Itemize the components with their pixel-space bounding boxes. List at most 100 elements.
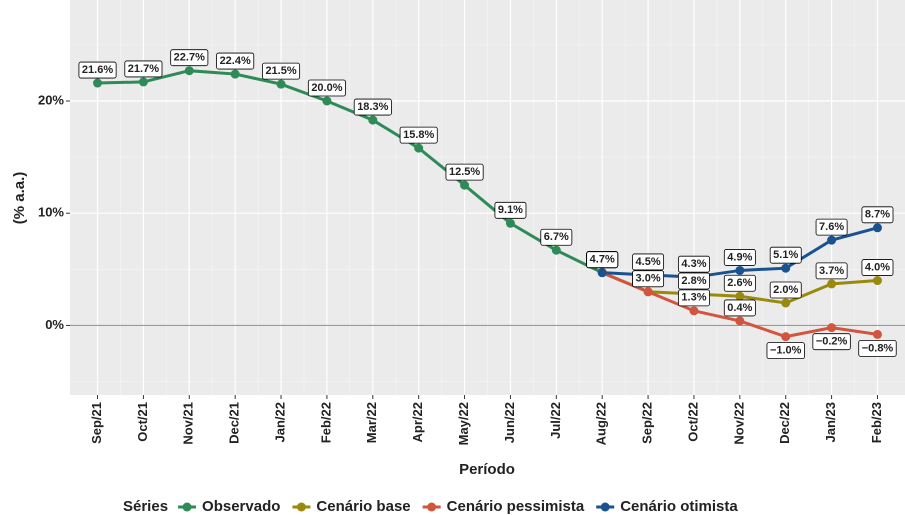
legend-label: Cenário base <box>316 498 410 515</box>
data-label-box: 21.6% <box>78 61 117 79</box>
data-point <box>872 276 882 286</box>
x-tick-label: Sep/21 <box>89 402 104 444</box>
label-bg <box>678 272 710 290</box>
data-point <box>230 69 240 79</box>
x-tick-label: Sep/22 <box>640 402 655 444</box>
legend-key <box>296 502 306 512</box>
label-bg <box>262 62 301 80</box>
data-label: 8.7% <box>865 209 890 221</box>
data-label: 2.0% <box>773 284 798 296</box>
data-point <box>781 298 791 308</box>
data-label: 22.7% <box>174 52 205 64</box>
x-tick-label: Dec/22 <box>777 402 792 444</box>
data-label: 20.0% <box>311 82 342 94</box>
label-bg <box>861 206 894 224</box>
data-point <box>781 263 791 273</box>
legend-key <box>600 502 610 512</box>
data-label: 2.6% <box>727 277 752 289</box>
data-label: 15.8% <box>403 129 434 141</box>
data-label: 3.7% <box>819 265 844 277</box>
data-point <box>872 329 882 339</box>
x-tick-label: Aug/22 <box>594 402 609 445</box>
data-point <box>505 218 515 228</box>
data-label: 3.0% <box>636 273 661 285</box>
data-label: 4.7% <box>590 254 615 266</box>
label-bg <box>858 340 897 357</box>
label-bg <box>769 246 802 264</box>
data-label-box: 2.8% <box>678 272 710 290</box>
data-point <box>597 268 607 278</box>
data-label: 2.8% <box>681 275 706 287</box>
data-point <box>643 287 653 297</box>
data-label-box: −0.2% <box>812 333 851 351</box>
label-bg <box>812 333 851 351</box>
data-label: 12.5% <box>449 166 480 178</box>
data-label-box: 9.1% <box>494 201 527 219</box>
data-label-box: 20.0% <box>307 79 346 97</box>
label-bg <box>861 259 894 276</box>
data-label-box: −1.0% <box>766 342 805 360</box>
legend-key <box>182 502 192 512</box>
data-label: 0.4% <box>727 302 752 314</box>
data-label: 4.0% <box>865 261 890 273</box>
label-bg <box>723 249 756 266</box>
label-bg <box>399 126 438 144</box>
x-tick-label: Jul/22 <box>548 402 563 439</box>
data-point <box>322 96 332 106</box>
data-label-box: 15.8% <box>399 126 438 144</box>
label-bg <box>78 61 117 79</box>
data-point <box>735 316 745 326</box>
x-tick-label: Jun/22 <box>502 402 517 443</box>
x-tick-label: Dec/21 <box>227 402 242 444</box>
label-bg <box>445 163 484 181</box>
data-label-box: 4.9% <box>723 249 756 266</box>
y-tick-label: 0% <box>45 317 64 332</box>
data-label-box: 7.6% <box>815 218 848 236</box>
x-tick-label: May/22 <box>456 402 471 445</box>
data-label-box: 2.0% <box>769 281 802 299</box>
data-label-box: 3.0% <box>632 270 665 288</box>
label-bg <box>723 274 756 292</box>
label-bg <box>769 281 802 299</box>
label-bg <box>216 52 255 70</box>
legend-label: Cenário otimista <box>620 498 738 515</box>
label-bg <box>632 253 665 271</box>
data-point <box>414 143 424 153</box>
data-label-box: 21.7% <box>124 60 163 78</box>
data-point <box>735 291 745 301</box>
data-label: 18.3% <box>357 101 388 113</box>
data-label: 1.3% <box>681 292 706 304</box>
data-label: 5.1% <box>773 249 798 261</box>
data-point <box>781 332 791 342</box>
legend-label: Observado <box>202 498 280 515</box>
label-bg <box>586 251 619 269</box>
data-label: 7.6% <box>819 221 844 233</box>
legend-title: Séries <box>123 498 168 515</box>
data-label-box: 21.5% <box>262 62 301 80</box>
series-line <box>97 69 603 275</box>
data-label-box: 4.7% <box>586 251 619 269</box>
data-label: 9.1% <box>498 204 523 216</box>
label-bg <box>170 49 209 67</box>
data-label: 4.5% <box>636 256 661 268</box>
data-point <box>276 79 286 89</box>
x-tick-label: Mar/22 <box>364 402 379 443</box>
data-label: −0.2% <box>816 336 848 348</box>
data-label-box: 22.4% <box>216 52 255 70</box>
data-label: 21.5% <box>265 65 296 77</box>
label-bg <box>124 60 163 78</box>
data-label-box: 4.0% <box>861 259 894 276</box>
label-bg <box>353 98 392 116</box>
data-label: 4.9% <box>727 251 752 263</box>
data-point <box>460 180 470 190</box>
data-label: 4.3% <box>681 258 706 270</box>
data-label: 6.7% <box>544 231 569 243</box>
label-bg <box>723 299 756 317</box>
x-tick-label: Nov/21 <box>181 402 196 445</box>
data-label-box: 22.7% <box>170 49 209 67</box>
label-bg <box>632 270 665 288</box>
label-bg <box>815 262 848 280</box>
y-axis-title: (% a.a.) <box>11 172 28 225</box>
x-tick-label: Feb/22 <box>318 402 333 443</box>
